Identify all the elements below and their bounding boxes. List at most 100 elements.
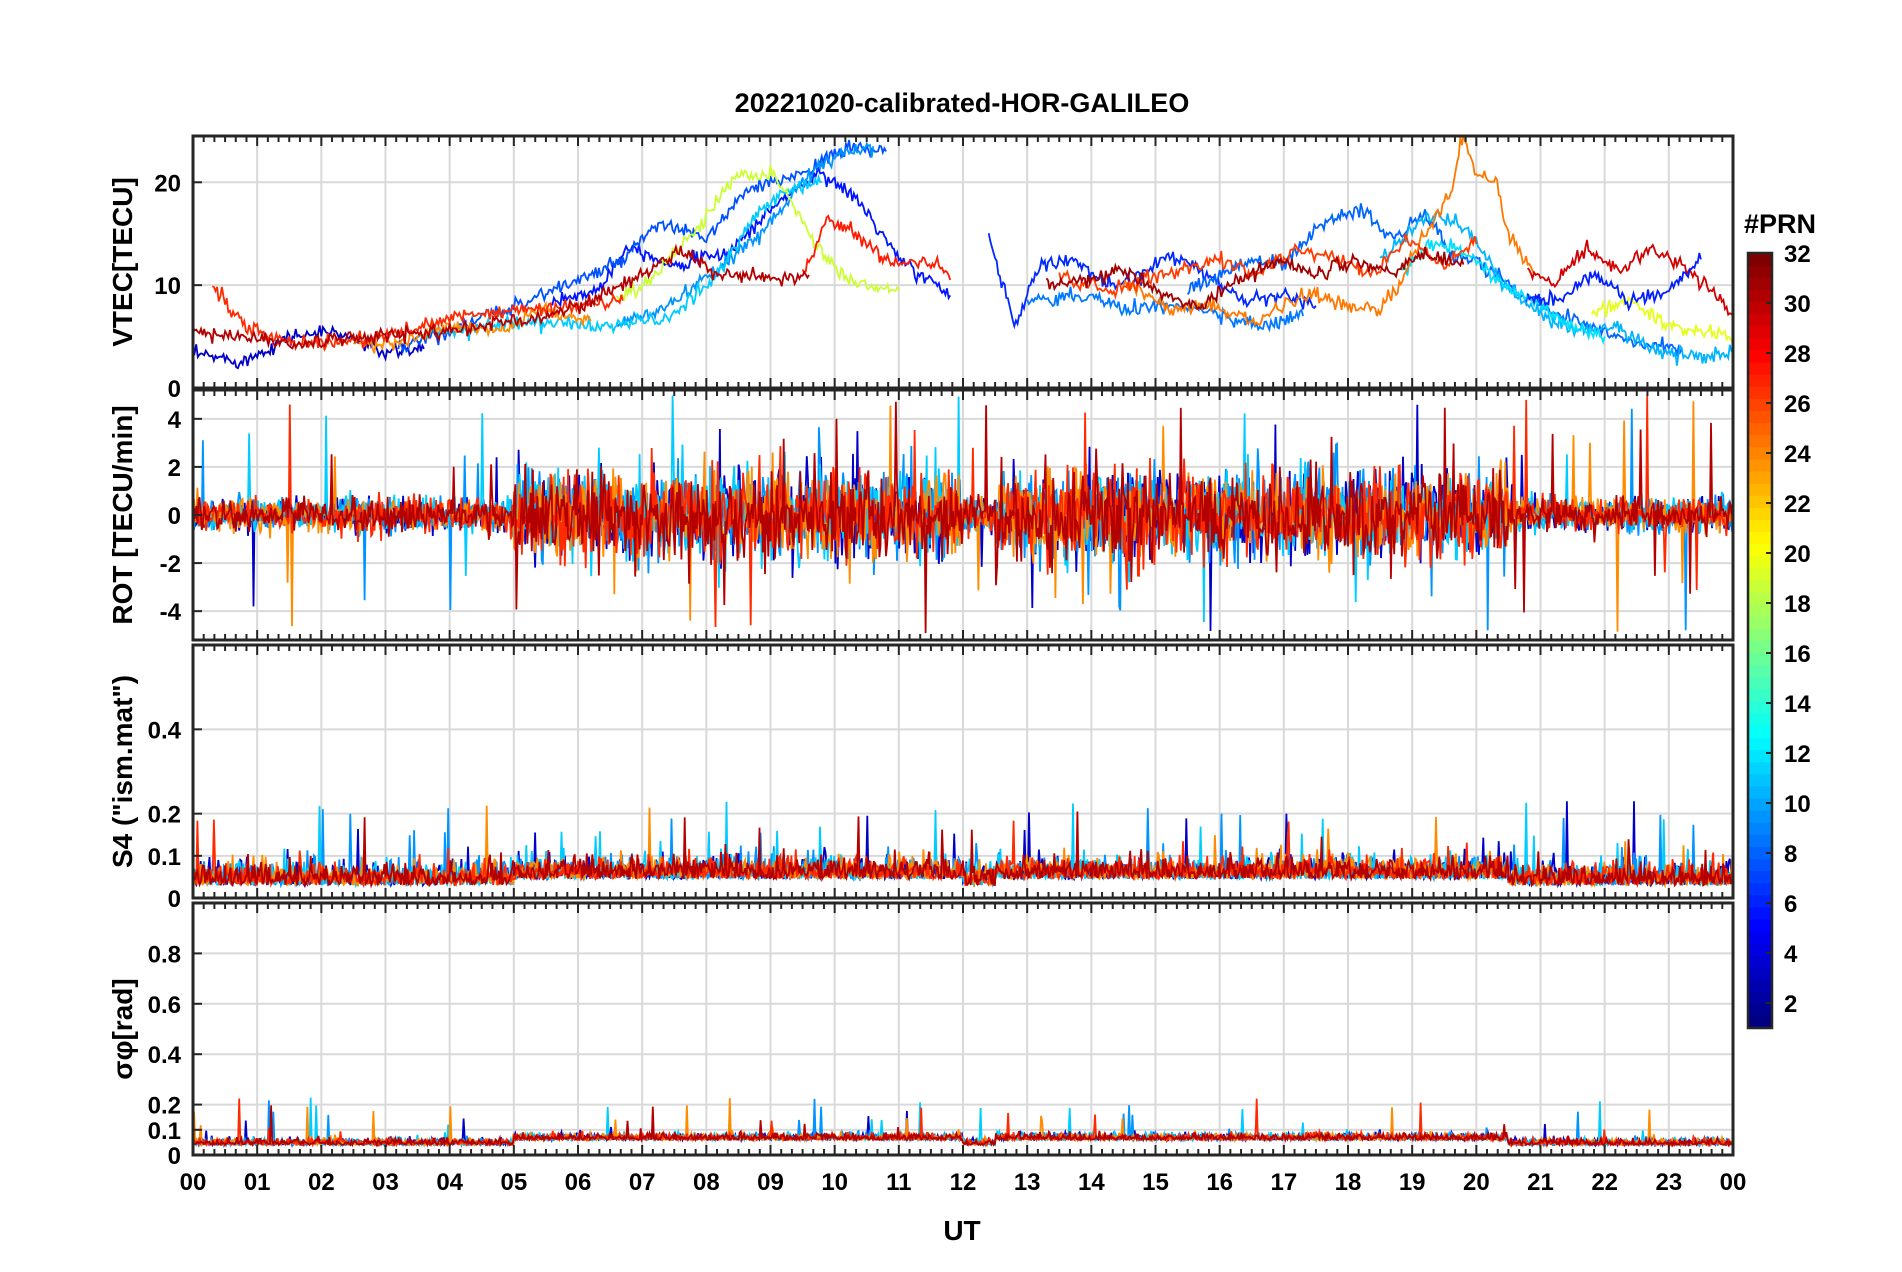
s4-y-tick-label: 0.1 [148, 844, 181, 871]
colorbar-tick-label: 20 [1784, 541, 1811, 568]
x-tick-label: 20 [1463, 1169, 1490, 1196]
x-tick-label: 02 [308, 1169, 335, 1196]
colorbar-segment [1748, 555, 1772, 569]
x-tick-label: 03 [372, 1169, 399, 1196]
rot-y-tick-label: 0 [168, 503, 181, 530]
colorbar-tick-label: 6 [1784, 891, 1797, 918]
colorbar-segment [1748, 616, 1772, 629]
colorbar-segment [1748, 519, 1772, 533]
colorbar-segment [1748, 604, 1772, 617]
colorbar-segment [1748, 446, 1772, 460]
colorbar-label: #PRN [1744, 209, 1816, 239]
x-tick-label: 00 [1720, 1169, 1747, 1196]
vtec-series-prn-7 [1186, 203, 1683, 358]
colorbar-segment [1748, 337, 1772, 351]
s4-series-prn-31 [193, 811, 1733, 889]
colorbar-segment [1748, 797, 1772, 811]
colorbar-segment [1748, 701, 1772, 714]
colorbar-segment [1748, 361, 1772, 375]
colorbar-segment [1748, 991, 1772, 1005]
colorbar-segment [1748, 749, 1772, 763]
colorbar-tick-label: 2 [1784, 991, 1797, 1018]
colorbar-segment [1748, 810, 1772, 823]
x-tick-label: 14 [1078, 1169, 1105, 1196]
panel-sigma_phi: 00.10.2 0.4 0.6 0.8 σφ[rad] 00 01 02 03 04 05 06 07 0… [107, 901, 1747, 1196]
colorbar-segment [1748, 870, 1772, 884]
colorbar-segment [1748, 882, 1772, 896]
colorbar-segment [1748, 374, 1772, 387]
colorbar-tick-label: 12 [1784, 741, 1811, 768]
colorbar-tick-label: 14 [1784, 691, 1811, 718]
colorbar-segment [1748, 785, 1772, 799]
colorbar-tick-label: 26 [1784, 391, 1811, 418]
panel-vtec: 0 10 20 VTEC[TECU] [107, 134, 1735, 403]
colorbar-segment [1748, 652, 1772, 666]
x-tick-label: 06 [565, 1169, 592, 1196]
colorbar-segment [1748, 967, 1772, 981]
vtec-series-prn-31 [193, 243, 810, 350]
colorbar-segment [1748, 1003, 1772, 1017]
colorbar-segment [1748, 458, 1772, 472]
colorbar-segment [1748, 483, 1772, 496]
x-tick-label: 07 [629, 1169, 656, 1196]
sigma_phi-series-prn-31 [193, 1105, 1733, 1149]
vtec-series-prn-5 [987, 233, 1317, 330]
vtec-series-prn-9 [615, 141, 875, 328]
x-tick-label: 04 [436, 1169, 463, 1196]
colorbar-segment [1748, 664, 1772, 678]
x-tick-label: 16 [1206, 1169, 1233, 1196]
vtec-series-prn-29 [1526, 239, 1733, 317]
rot-y-tick-label: 4 [168, 407, 182, 434]
s4-y-axis-label: S4 ("ism.mat") [107, 675, 138, 868]
colorbar-segment [1748, 349, 1772, 363]
vtec-series-prn-13 [1398, 238, 1606, 345]
rot-y-tick-label: -2 [160, 551, 181, 578]
rot-series-group [193, 395, 1733, 634]
sigma_phi-y-tick-label: 0.6 [148, 992, 181, 1019]
x-tick-label: 12 [950, 1169, 977, 1196]
colorbar-segment [1748, 543, 1772, 557]
x-tick-label: 13 [1014, 1169, 1041, 1196]
sigma_phi-axes-frame [191, 901, 1735, 1157]
x-tick-label: 01 [244, 1169, 271, 1196]
vtec-y-tick-label: 20 [154, 170, 181, 197]
vtec-axes-frame [191, 134, 1735, 390]
vtec-series-prn-8 [1026, 286, 1304, 333]
colorbar-segment [1748, 773, 1772, 787]
colorbar-segment [1748, 579, 1772, 593]
colorbar-tick-label: 30 [1784, 291, 1811, 318]
s4-y-tick-label: 0.4 [148, 717, 182, 744]
colorbar-segment [1748, 325, 1772, 339]
x-tick-label: 23 [1655, 1169, 1682, 1196]
vtec-series-prn-6 [397, 139, 887, 354]
colorbar-segment [1748, 943, 1772, 956]
colorbar-segment [1748, 398, 1772, 412]
colorbar-segment [1748, 313, 1772, 327]
colorbar-tick-label: 18 [1784, 591, 1811, 618]
s4-y-tick-label: 0 [168, 886, 181, 913]
sigma_phi-series-group [193, 1097, 1733, 1149]
x-tick-label: 21 [1527, 1169, 1554, 1196]
colorbar-segment [1748, 253, 1772, 266]
colorbar-segment [1748, 301, 1772, 315]
vtec-y-tick-label: 10 [154, 273, 181, 300]
colorbar-tick-label: 24 [1784, 441, 1811, 468]
colorbar-segment [1748, 265, 1772, 278]
colorbar-segment [1748, 894, 1772, 908]
vtec-series-prn-3 [1526, 252, 1702, 312]
colorbar-tick-label: 28 [1784, 341, 1811, 368]
vtec-series-prn-19 [615, 164, 900, 303]
vtec-series-prn-24 [1122, 136, 1535, 327]
colorbar-segment [1748, 410, 1772, 424]
colorbar-segment [1748, 725, 1772, 738]
x-tick-label: 22 [1591, 1169, 1618, 1196]
sigma_phi-y-tick-label: 0 [168, 1143, 181, 1170]
vtec-y-tick-label: 0 [168, 376, 181, 403]
x-tick-label: 09 [757, 1169, 784, 1196]
x-axis-label: UT [943, 1215, 980, 1246]
colorbar-segment [1748, 931, 1772, 944]
colorbar-segment [1748, 567, 1772, 581]
vtec-y-axis-label: VTEC[TECU] [107, 177, 138, 347]
